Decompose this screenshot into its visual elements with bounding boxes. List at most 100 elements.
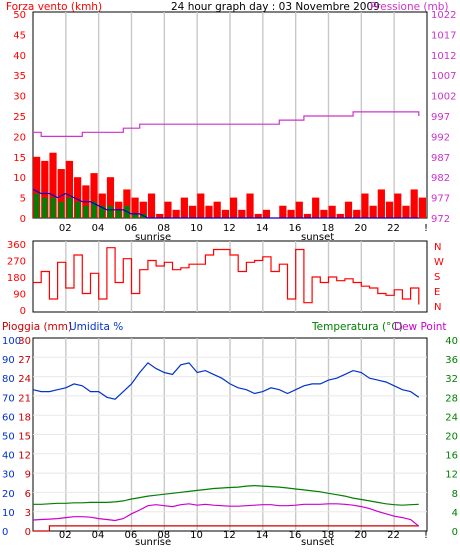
wind-gust-bar [74, 177, 82, 218]
wind-x-tick-label: ! [424, 223, 428, 234]
wind-average-bar [99, 205, 105, 218]
humidity-y-tick-label: 10 [2, 508, 15, 519]
wind-x-tick-label: 04 [92, 223, 105, 234]
weather-x-tick-label: 16 [289, 530, 302, 541]
wind-average-bar [107, 205, 114, 218]
compass-tick-label: S [434, 272, 440, 283]
rain-y-tick-label: 15 [18, 432, 31, 443]
wind-gust-bar [320, 209, 328, 218]
wind-gust-bar [238, 209, 246, 218]
humidity-y-tick-label: 70 [2, 393, 15, 404]
wind-gust-bar [90, 173, 98, 218]
wind-gust-bar [402, 205, 410, 218]
wind-x-tick-label: 18 [322, 223, 335, 234]
compass-tick-label: N [434, 302, 441, 313]
humidity-y-tick-label: 80 [2, 374, 15, 385]
wind-gust-bar [57, 169, 65, 218]
temperature-y-tick-label: 28 [445, 393, 458, 404]
weather-x-tick-label: 04 [92, 530, 105, 541]
wind-average-bar [34, 193, 40, 218]
sunrise-label-top: sunrise [135, 232, 171, 243]
wind-gust-bar [197, 193, 205, 218]
wind-speed-label: Forza vento (kmh) [6, 1, 102, 13]
wind-gust-bar [303, 213, 312, 218]
humidity-y-tick-label: 90 [2, 355, 15, 366]
wind-gust-bar [344, 201, 353, 218]
temperature-y-tick-label: 16 [445, 451, 458, 462]
wind-gust-bar [369, 205, 377, 218]
wind-x-tick-label: 22 [387, 223, 400, 234]
dew-point-label: Dew Point [394, 321, 447, 333]
temperature-y-tick-label: 12 [445, 470, 458, 481]
temperature-line [33, 484, 419, 506]
wind-average-bar [91, 201, 97, 218]
wind-gust-bar [353, 209, 361, 218]
wind-y-tick-label: 10 [13, 173, 26, 184]
temperature-y-tick-label: 0 [452, 527, 458, 538]
weather-x-tick-label: 14 [256, 530, 269, 541]
wind-gust-bar [287, 209, 295, 218]
wind-average-line [32, 188, 419, 219]
pressure-line [33, 111, 420, 137]
weather-x-tick-label: 18 [322, 530, 335, 541]
wind-x-tick-label: 06 [125, 223, 138, 234]
weather-x-tick-label: 22 [387, 530, 400, 541]
rain-label: Pioggia (mm) [2, 321, 72, 333]
pressure-y-tick-label: 977 [431, 194, 450, 205]
wind-gust-bar [147, 193, 156, 218]
chart-title: 24 hour graph day : 03 Novembre 2009 [171, 1, 380, 13]
wind-gust-bar [328, 205, 336, 218]
wind-x-tick-label: 08 [157, 223, 170, 234]
wind-gust-bar [156, 213, 164, 218]
wind-y-tick-label: 35 [13, 71, 26, 82]
direction-y-tick-label: 0 [20, 306, 26, 317]
humidity-line [32, 362, 420, 400]
rain-y-tick-label: 18 [18, 412, 31, 423]
temperature-y-tick-label: 24 [445, 412, 458, 423]
rain-y-tick-label: 6 [25, 489, 31, 500]
humidity-y-tick-label: 20 [2, 489, 15, 500]
temperature-y-tick-label: 32 [445, 374, 458, 385]
wind-y-tick-label: 45 [13, 30, 26, 41]
wind-average-bar [83, 205, 89, 218]
wind-gust-bar [410, 189, 418, 218]
rain-y-tick-label: 30 [18, 336, 31, 347]
wind-gust-bar [33, 156, 41, 218]
direction-y-tick-label: 90 [13, 290, 26, 301]
wind-direction-line [33, 247, 420, 305]
wind-gust-bar [213, 201, 221, 218]
wind-gust-bar [295, 201, 303, 218]
pressure-y-tick-label: 997 [431, 112, 450, 123]
temperature-y-tick-label: 36 [445, 355, 458, 366]
direction-y-tick-label: 180 [7, 273, 26, 284]
wind-x-tick-label: 16 [289, 223, 302, 234]
wind-y-tick-label: 5 [20, 194, 26, 205]
wind-x-tick-label: 12 [223, 223, 236, 234]
humidity-y-tick-label: 100 [2, 336, 21, 347]
pressure-y-tick-label: 987 [431, 153, 450, 164]
wind-gust-bar [172, 209, 180, 218]
wind-gust-bar [385, 201, 394, 218]
temperature-y-tick-label: 4 [452, 508, 458, 519]
pressure-y-tick-label: 1002 [431, 92, 456, 103]
wind-gust-bar [377, 189, 385, 218]
wind-y-tick-label: 40 [13, 51, 26, 62]
wind-gust-bar [65, 160, 74, 218]
temperature-y-tick-label: 8 [452, 489, 458, 500]
wind-gust-bar [246, 193, 254, 218]
wind-gust-bar [49, 152, 57, 218]
wind-gust-bar [418, 197, 426, 218]
rain-y-tick-label: 0 [25, 527, 31, 538]
wind-gust-bar [279, 205, 287, 218]
temperature-y-tick-label: 40 [445, 336, 458, 347]
wind-gust-bar [131, 197, 139, 218]
direction-y-tick-label: 270 [7, 257, 26, 268]
wind-gust-bar [164, 201, 172, 218]
wind-gust-bar [106, 177, 115, 218]
sunset-label-top: sunset [301, 232, 334, 243]
weather-x-tick-label: 12 [223, 530, 236, 541]
humidity-y-tick-label: 60 [2, 412, 15, 423]
wind-gust-bar [254, 213, 262, 218]
compass-tick-label: E [434, 287, 440, 298]
